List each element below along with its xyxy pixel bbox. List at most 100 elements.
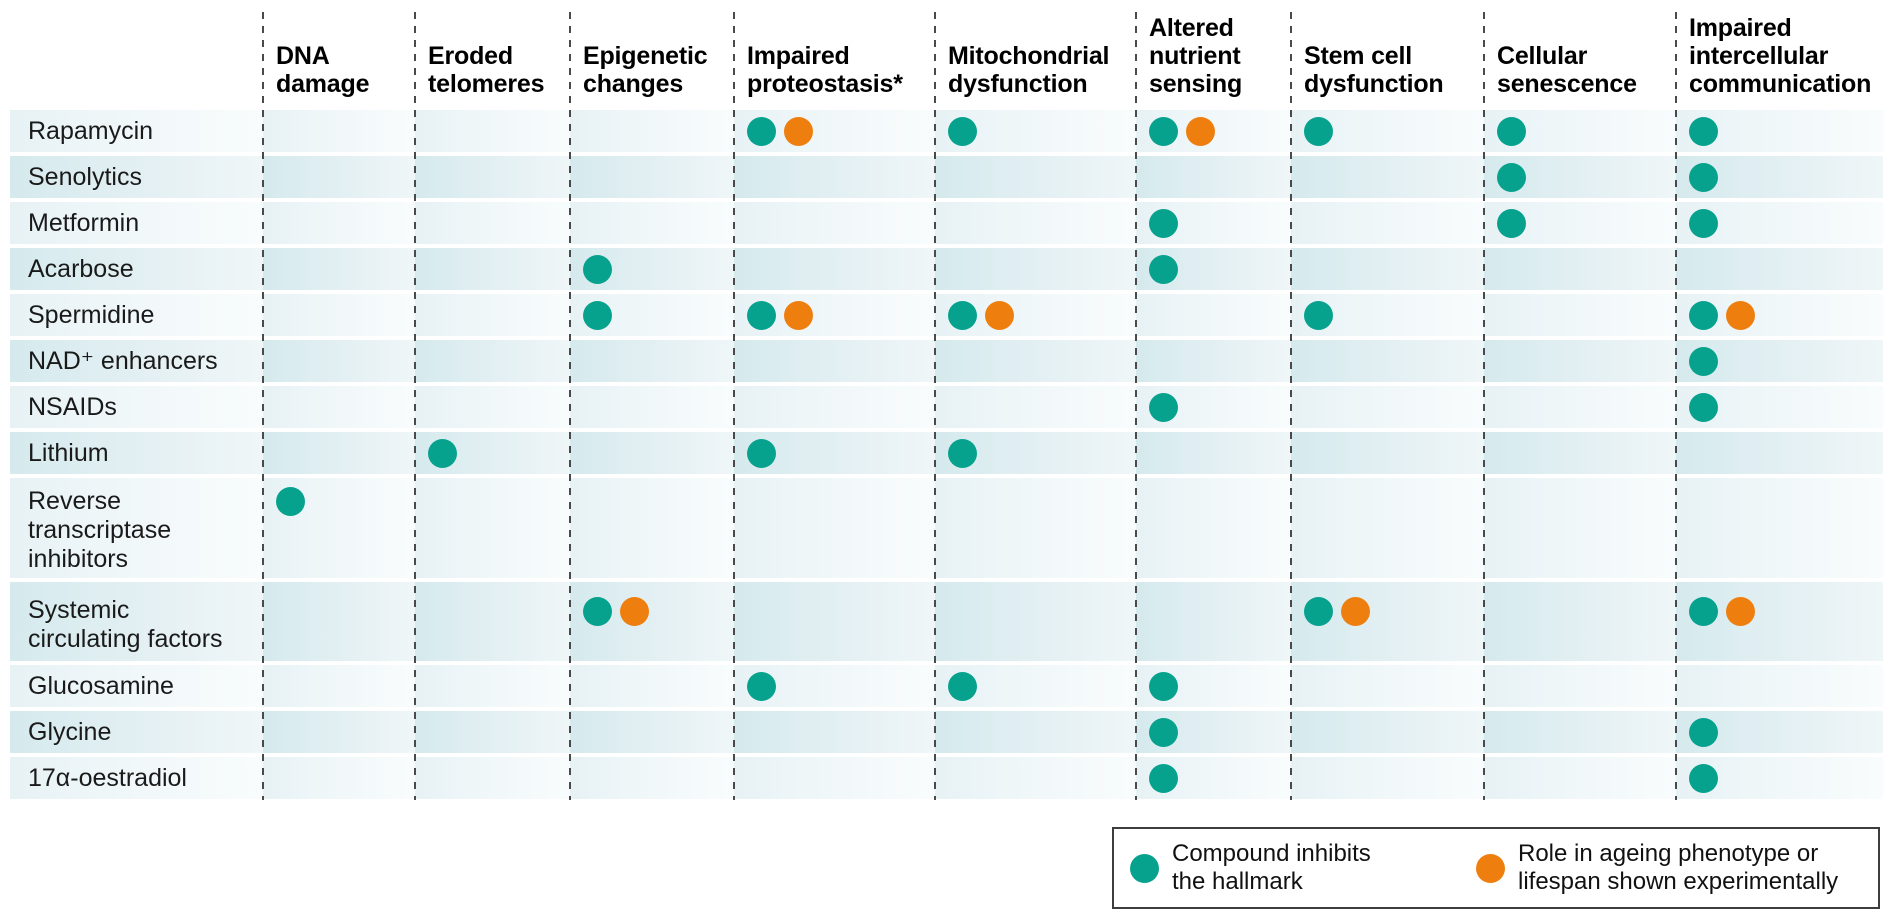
inhibits-dot [1689, 116, 1718, 146]
column-divider [733, 12, 735, 800]
matrix-cell [734, 110, 935, 152]
matrix-cell [935, 432, 1136, 474]
matrix-cell [734, 386, 935, 428]
table-row: Reverse transcriptase inhibitors [10, 478, 1883, 578]
table-row: Metformin [10, 202, 1883, 244]
inhibits-dot [1689, 763, 1718, 793]
matrix-cell [263, 665, 415, 707]
matrix-cell [1484, 665, 1676, 707]
row-label: Senolytics [10, 156, 263, 198]
inhibits-dot [1149, 208, 1178, 238]
matrix-cell [1136, 757, 1291, 799]
matrix-cell [1484, 156, 1676, 198]
matrix-cell [415, 582, 570, 661]
column-headers: DNA damage Eroded telomeres Epigenetic cha… [10, 0, 1883, 104]
table-row: Rapamycin [10, 110, 1883, 152]
inhibits-dot [1689, 717, 1718, 747]
matrix-cell [1676, 757, 1883, 799]
matrix-cell [734, 665, 935, 707]
inhibits-dot [1149, 763, 1178, 793]
inhibits-dot [1689, 597, 1718, 626]
matrix-cell [1676, 711, 1883, 753]
matrix-cell [263, 711, 415, 753]
matrix-cell [1484, 386, 1676, 428]
matrix-cell [1136, 202, 1291, 244]
matrix-cell [1291, 294, 1484, 336]
inhibits-dot [1304, 116, 1333, 146]
matrix-cell [570, 432, 734, 474]
matrix-cell [570, 156, 734, 198]
matrix-cell [1484, 340, 1676, 382]
matrix-cell [1136, 340, 1291, 382]
inhibits-dot [1689, 392, 1718, 422]
inhibits-dot [1149, 671, 1178, 701]
matrix-cell [570, 757, 734, 799]
matrix-cell [415, 386, 570, 428]
legend-inhibits-label: Compound inhibits the hallmark [1172, 840, 1371, 895]
inhibits-dot [948, 116, 977, 146]
row-label: 17α-oestradiol [10, 757, 263, 799]
inhibits-dot [1149, 116, 1178, 146]
legend-experimental-label: Role in ageing phenotype or lifespan sho… [1518, 840, 1839, 895]
column-divider [262, 12, 264, 800]
matrix-cell [1291, 248, 1484, 290]
matrix-cell [734, 711, 935, 753]
table-row: 17α-oestradiol [10, 757, 1883, 799]
table-row: Senolytics [10, 156, 1883, 198]
matrix-cell [415, 248, 570, 290]
experimental-dot [985, 300, 1014, 330]
row-label: Metformin [10, 202, 263, 244]
matrix-cell [1291, 478, 1484, 578]
column-divider [414, 12, 416, 800]
experimental-dot [784, 116, 813, 146]
matrix-cell [263, 478, 415, 578]
inhibits-dot [747, 300, 776, 330]
matrix-cell [1136, 432, 1291, 474]
matrix-cell [1484, 248, 1676, 290]
row-label: NSAIDs [10, 386, 263, 428]
experimental-dot [784, 300, 813, 330]
matrix-cell [263, 156, 415, 198]
inhibits-dot [1497, 208, 1526, 238]
matrix-cell [1136, 248, 1291, 290]
inhibits-dot [1497, 116, 1526, 146]
matrix-cell [1484, 202, 1676, 244]
matrix-cell [415, 478, 570, 578]
table-row: Glucosamine [10, 665, 1883, 707]
row-label: NAD⁺ enhancers [10, 340, 263, 382]
matrix-cell [1484, 711, 1676, 753]
matrix-cell [570, 582, 734, 661]
matrix-cell [1484, 478, 1676, 578]
matrix-cell [734, 294, 935, 336]
row-label: Glycine [10, 711, 263, 753]
matrix-cell [1676, 478, 1883, 578]
row-label: Glucosamine [10, 665, 263, 707]
matrix-cell [734, 757, 935, 799]
column-header-3: Impaired proteostasis* [747, 42, 903, 98]
inhibits-dot [1689, 300, 1718, 330]
matrix-cell [1291, 156, 1484, 198]
matrix-cell [1136, 110, 1291, 152]
inhibits-dot [747, 671, 776, 701]
matrix-cell [415, 202, 570, 244]
row-label: Acarbose [10, 248, 263, 290]
inhibits-dot [1689, 208, 1718, 238]
matrix-cell [415, 156, 570, 198]
matrix-cell [1136, 478, 1291, 578]
inhibits-dot [1497, 162, 1526, 192]
row-label: Lithium [10, 432, 263, 474]
matrix-cell [734, 432, 935, 474]
inhibits-dot [747, 438, 776, 468]
matrix-cell [1291, 757, 1484, 799]
table-row: Spermidine [10, 294, 1883, 336]
row-label: Rapamycin [10, 110, 263, 152]
matrix-rows: Rapamycin Senolytics Metformin Acarbose Sper… [10, 110, 1883, 799]
matrix-cell [734, 248, 935, 290]
inhibits-dot [1149, 254, 1178, 284]
matrix-cell [570, 110, 734, 152]
matrix-cell [734, 478, 935, 578]
inhibits-dot [948, 671, 977, 701]
column-header-6: Stem cell dysfunction [1304, 42, 1444, 98]
matrix-cell [1291, 386, 1484, 428]
